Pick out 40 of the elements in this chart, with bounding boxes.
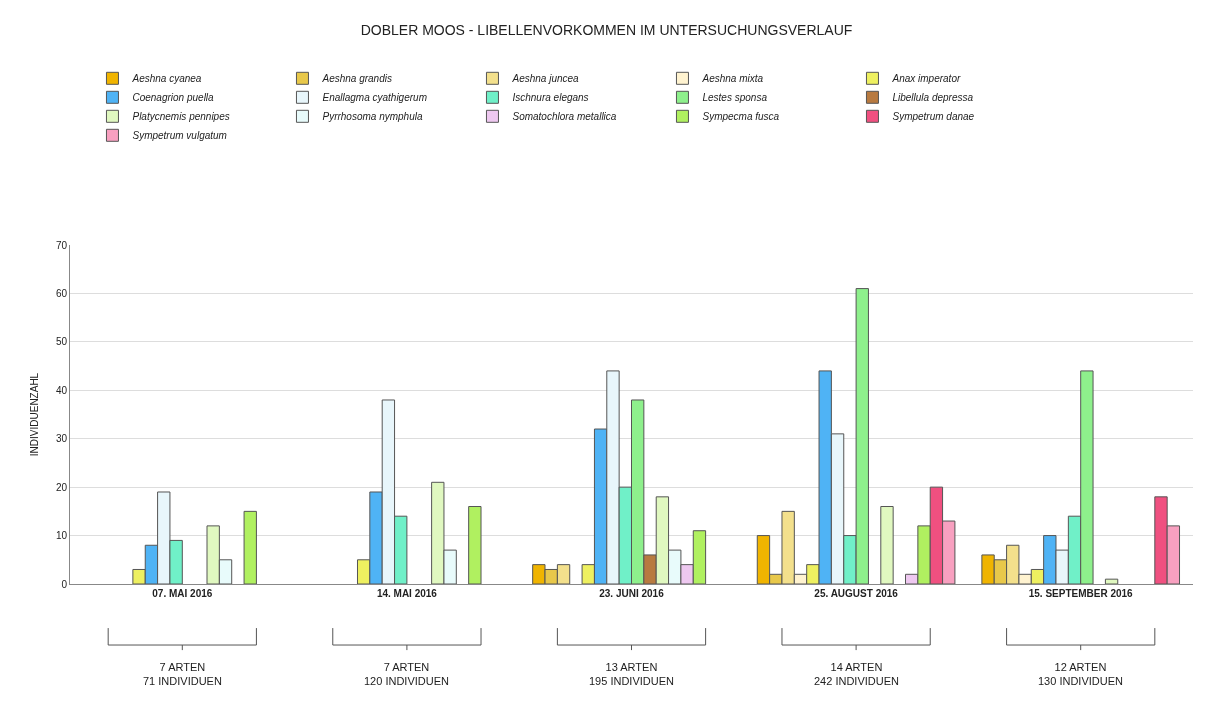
y-tick-label: 60	[55, 287, 68, 299]
legend-label: Platycnemis pennipes	[132, 111, 230, 123]
legend-label: Pyrrhosoma nymphula	[322, 111, 423, 123]
bar	[243, 510, 257, 584]
x-tick-label: 14. MAI 2016	[376, 588, 438, 599]
legend-label: Aeshna juncea	[511, 73, 580, 85]
legend-label: Enallagma cyathigerum	[322, 92, 427, 104]
legend-label: Anax imperator	[891, 73, 961, 85]
chart-title: DOBLER MOOS - LIBELLENVORKOMMEN IM UNTERSUCHUNGSVERLAUF	[360, 21, 853, 38]
y-tick-label: 10	[55, 530, 68, 542]
legend-label: Lestes sponsa	[702, 92, 768, 104]
y-tick-label: 40	[55, 384, 68, 396]
y-tick-label: 70	[55, 239, 68, 251]
y-tick-label: 20	[55, 481, 68, 493]
x-tick-label: 25. AUGUST 2016	[814, 588, 899, 599]
legend-label: Sympecma fusca	[702, 111, 780, 123]
y-tick-label: 0	[61, 578, 68, 590]
legend-label: Coenagrion puella	[132, 92, 215, 104]
y-tick-label: 50	[55, 336, 68, 348]
bar	[1104, 578, 1119, 584]
text: 13 ARTEN 195 INDIVIDUEN	[589, 661, 675, 688]
legend-label: Aeshna mixta	[701, 73, 764, 85]
bar	[880, 506, 894, 584]
text: 7 ARTEN 120 INDIVIDUEN	[364, 661, 450, 688]
text: 7 ARTEN 71 INDIVIDUEN	[143, 661, 222, 688]
legend-label: Somatochlora metallica	[512, 111, 617, 123]
bar	[468, 506, 482, 584]
y-axis-title: INDIVIDUENZAHL	[28, 372, 40, 457]
text: 12 ARTEN 130 INDIVIDUEN	[1038, 661, 1124, 688]
legend-label: Aeshna cyanea	[131, 73, 202, 85]
legend-label: Libellula depressa	[892, 92, 974, 104]
x-tick-label: 07. MAI 2016	[152, 588, 213, 599]
y-tick-label: 30	[55, 433, 68, 445]
legend-label: Aeshna grandis	[321, 73, 392, 85]
x-tick-label: 23. JUNI 2016	[599, 588, 665, 599]
legend-label: Ischnura elegans	[512, 92, 589, 104]
x-tick-label: 15. SEPTEMBER 2016	[1028, 588, 1134, 599]
legend-label: Sympetrum vulgatum	[132, 130, 227, 142]
text: 14 ARTEN 242 INDIVIDUEN	[814, 661, 900, 688]
legend-label: Sympetrum danae	[892, 111, 975, 123]
